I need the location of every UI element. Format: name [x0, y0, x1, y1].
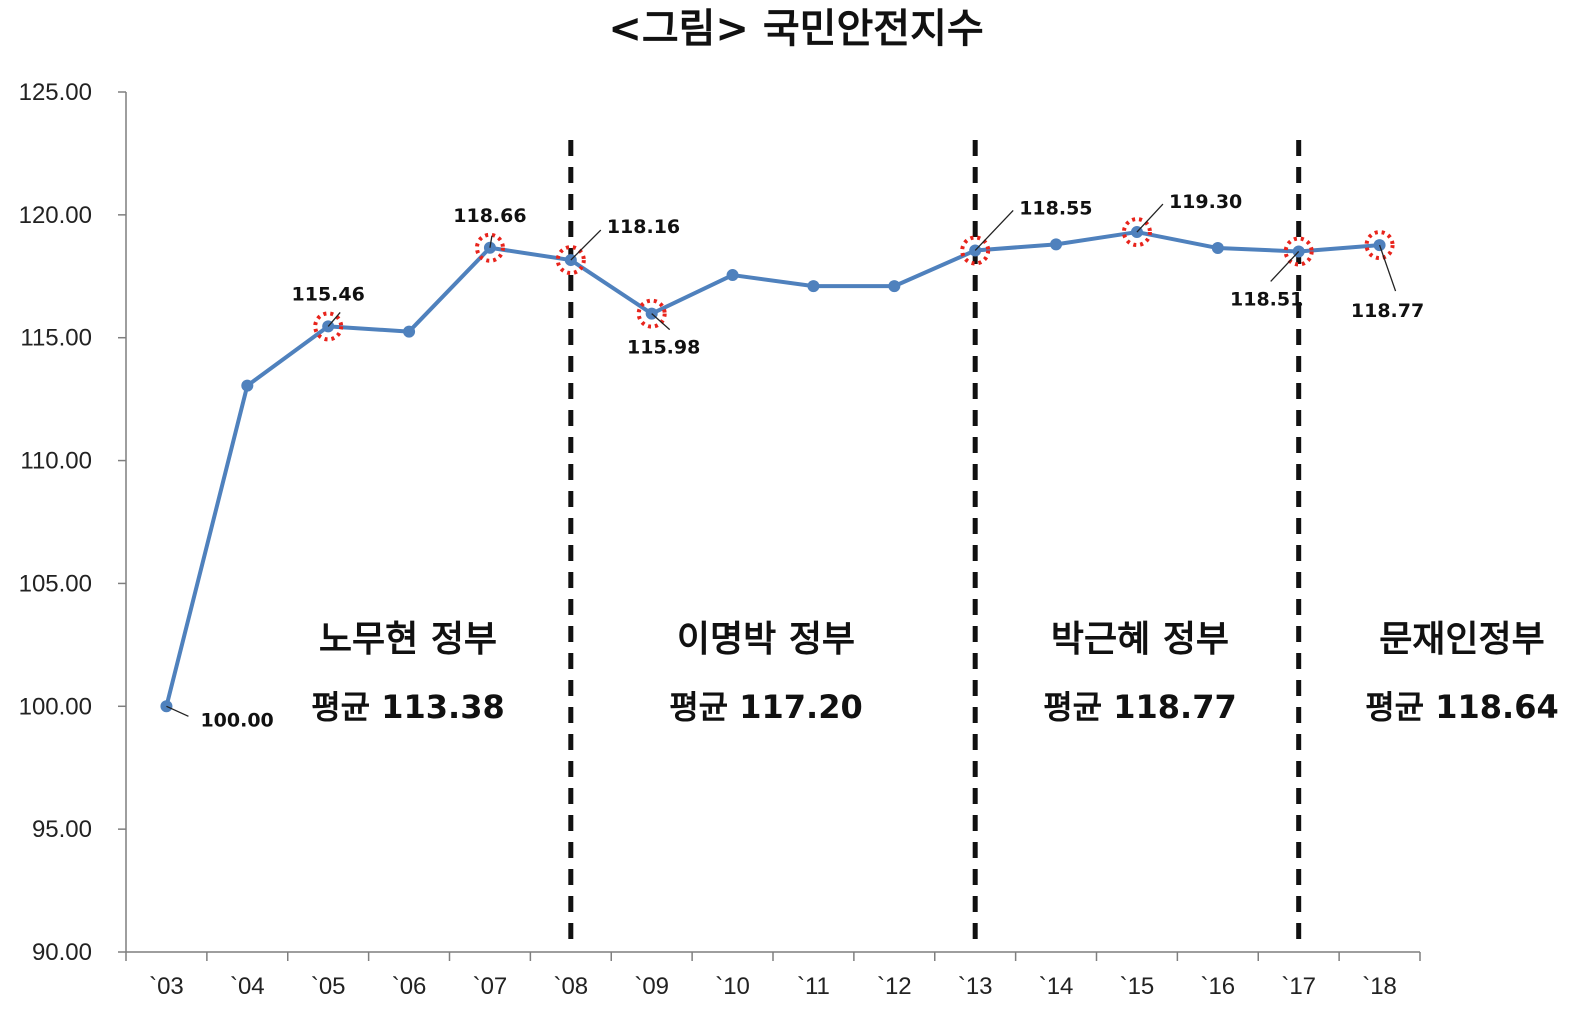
x-tick-label: `04: [230, 973, 265, 1000]
data-point: [1050, 238, 1063, 251]
leader-line: [489, 235, 493, 248]
y-tick-label: 110.00: [20, 448, 92, 475]
y-tick-label: 115.00: [20, 325, 92, 352]
data-point: [403, 325, 416, 338]
leader-line: [1378, 244, 1397, 292]
x-tick-label: `07: [473, 973, 508, 1000]
y-tick-label: 90.00: [32, 939, 92, 966]
era-name: 노무현 정부: [319, 619, 497, 660]
leader-line: [1136, 203, 1164, 233]
x-tick-label: `14: [1039, 973, 1074, 1000]
era-average: 평균 117.20: [669, 688, 863, 726]
leader-line: [166, 705, 189, 717]
y-tick-label: 120.00: [19, 202, 92, 229]
series-path: [164, 230, 1380, 707]
x-tick-label: `03: [149, 973, 184, 1000]
y-tick-label: 100.00: [19, 693, 92, 720]
data-label: 119.30: [1169, 191, 1242, 213]
leader-line: [1270, 251, 1300, 282]
data-label: 115.98: [627, 337, 700, 359]
era-name: 이명박 정부: [677, 619, 855, 660]
highlight-ring: [555, 245, 586, 276]
data-point: [807, 280, 820, 293]
x-tick-label: `10: [715, 973, 750, 1000]
leader-line: [327, 311, 341, 327]
data-point: [726, 269, 739, 282]
data-label: 118.55: [1019, 197, 1092, 219]
leader-line: [651, 313, 671, 331]
data-point: [241, 379, 254, 392]
highlight-ring: [313, 311, 344, 342]
y-tick-label: 95.00: [32, 816, 92, 843]
chart-title: <그림> 국민안전지수: [608, 6, 983, 52]
era-name: 문재인정부: [1379, 619, 1545, 660]
x-tick-label: `16: [1200, 973, 1235, 1000]
leader-line: [570, 229, 602, 261]
y-tick-label: 125.00: [19, 79, 92, 106]
data-labels: 100.00 115.46 118.66 118.16 115.98 118.55 119.…: [166, 191, 1424, 731]
x-tick-label: `05: [311, 973, 346, 1000]
data-label: 115.46: [292, 283, 365, 305]
data-point: [1211, 242, 1224, 255]
era-name: 박근혜 정부: [1051, 619, 1229, 660]
highlight-ring: [636, 298, 667, 329]
data-label: 118.51: [1230, 288, 1303, 310]
x-tick-label: `15: [1120, 973, 1155, 1000]
highlight-ring: [1121, 217, 1152, 248]
era-average: 평균 118.64: [1365, 688, 1559, 726]
data-point: [888, 280, 901, 293]
highlight-ring: [1283, 236, 1314, 267]
x-tick-label: `11: [797, 973, 830, 1000]
x-tick-label: `08: [553, 973, 588, 1000]
x-tick-label: `17: [1281, 973, 1316, 1000]
highlight-ring: [474, 232, 505, 263]
leader-line: [974, 210, 1014, 251]
x-tick-label: `09: [634, 973, 669, 1000]
data-label: 100.00: [200, 709, 273, 731]
y-tick-label: 105.00: [19, 570, 92, 597]
x-tick-label: `12: [877, 973, 912, 1000]
series-line: [160, 217, 1395, 713]
data-label: 118.16: [607, 216, 680, 238]
axes: 90.00 95.00 100.00 105.00 110.00 115.00 120.00…: [19, 79, 1421, 1000]
era-average: 평균 113.38: [311, 688, 505, 726]
era-average: 평균 118.77: [1043, 688, 1237, 726]
highlight-ring: [960, 235, 991, 266]
x-tick-label: `06: [392, 973, 427, 1000]
x-tick-label: `13: [958, 973, 993, 1000]
era-dividers: [568, 140, 1302, 946]
data-label: 118.77: [1351, 300, 1424, 322]
data-label: 118.66: [453, 205, 526, 227]
x-tick-label: `18: [1362, 973, 1397, 1000]
